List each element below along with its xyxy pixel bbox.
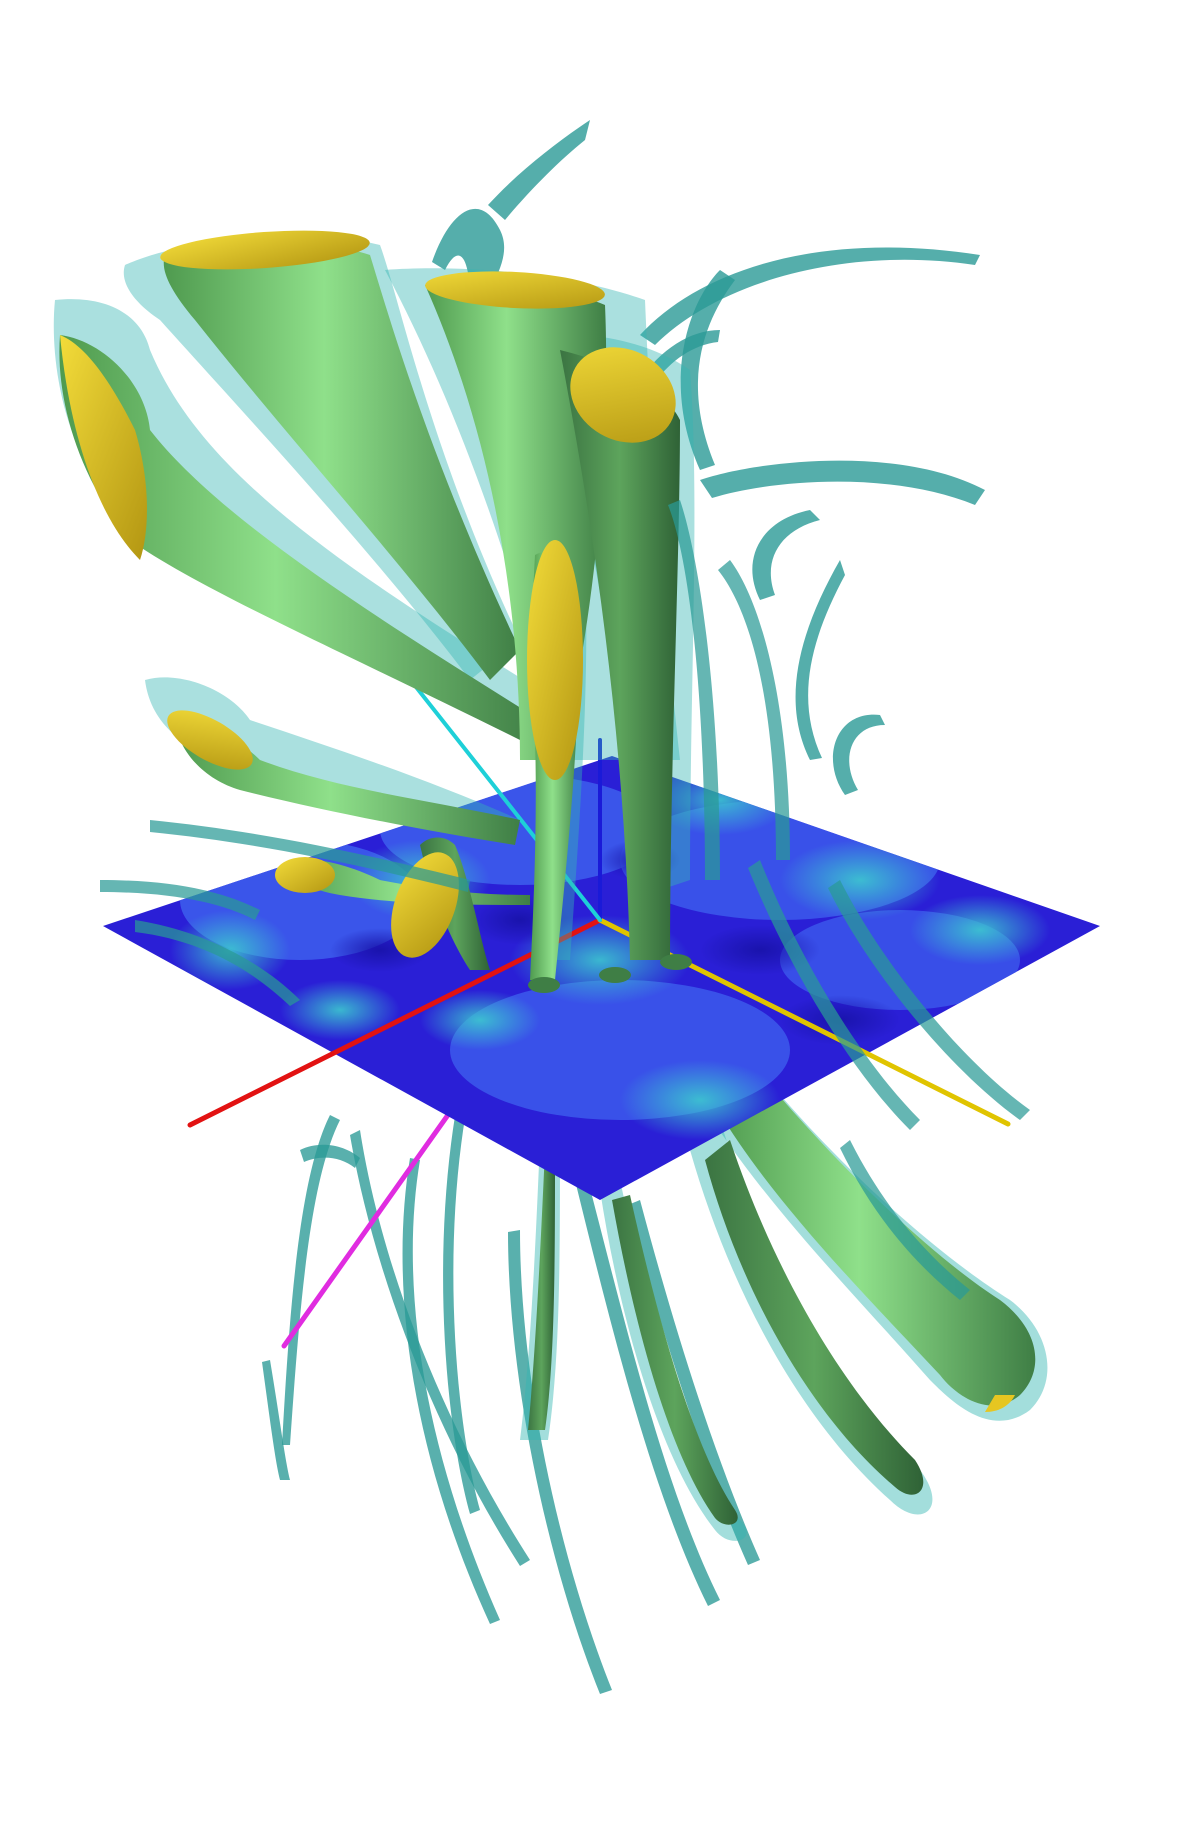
ribbon-streamlines-front [100, 500, 1030, 1300]
lower-flux-tubes [520, 1040, 1048, 1541]
axis-magenta [281, 1095, 463, 1349]
ribbon-streamlines-lower [262, 1088, 760, 1694]
